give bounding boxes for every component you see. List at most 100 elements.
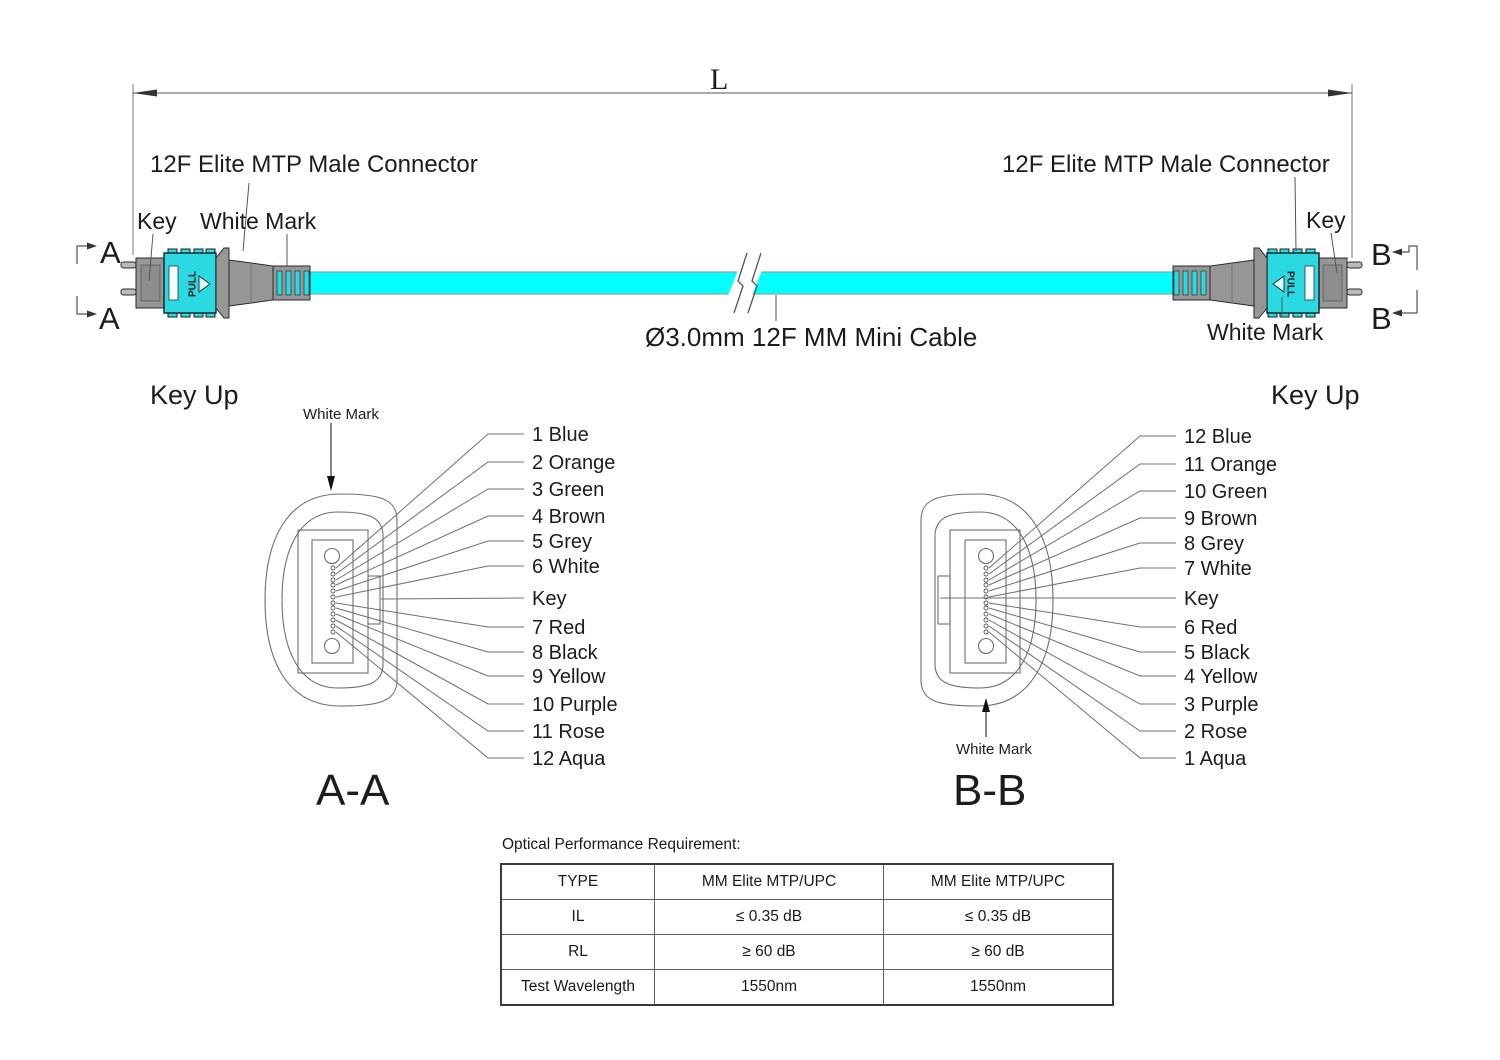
table-row-test-wavelength: Test Wavelength 1550nm 1550nm xyxy=(500,969,1114,1006)
flange xyxy=(215,247,230,319)
view-aa-caption: A-A xyxy=(316,766,390,815)
ridge-slot xyxy=(303,270,310,296)
face-outline-outer xyxy=(264,493,398,707)
pin-label-4: 4 Brown xyxy=(532,506,605,528)
fiber-dot xyxy=(330,600,336,606)
view-aa: Key Up White Mark xyxy=(150,380,618,815)
wavelength-value-1: 1550nm xyxy=(654,969,884,1006)
fiber-dot xyxy=(330,571,336,577)
pin-leader xyxy=(988,517,1176,586)
pin-label-5: 5 Black xyxy=(1184,642,1251,664)
row-label-test-wavelength: Test Wavelength xyxy=(500,969,655,1006)
key-up-label: Key Up xyxy=(1271,380,1360,410)
guide-pin xyxy=(120,288,137,296)
ridge-slot xyxy=(285,270,292,296)
key-leader xyxy=(380,597,525,600)
cable-label: Ø3.0mm 12F MM Mini Cable xyxy=(645,322,977,352)
view-bb: Key Up xyxy=(920,380,1360,815)
pin-label-7: 7 White xyxy=(1184,558,1252,580)
pin-label-6: 6 Red xyxy=(1184,617,1237,639)
pin-label-6: 6 White xyxy=(532,556,600,578)
pin-label-4: 4 Yellow xyxy=(1184,666,1258,688)
pull-text: PULL xyxy=(1284,271,1295,297)
table-title: Optical Performance Requirement: xyxy=(502,836,741,853)
ridge-slot xyxy=(294,270,301,296)
left-white-mark-label: White Mark xyxy=(200,208,317,234)
ferrule-inner xyxy=(140,264,161,302)
fiber-dot xyxy=(330,605,336,611)
guide-hole xyxy=(977,547,995,565)
ridge-slot xyxy=(1191,270,1198,296)
optical-performance-section: Optical Performance Requirement: TYPE MM… xyxy=(500,836,1114,1006)
pin-leader xyxy=(335,565,524,598)
row-label-rl: RL xyxy=(500,934,655,970)
view-bb-caption: B-B xyxy=(953,766,1026,815)
header-mm-elite-1: MM Elite MTP/UPC xyxy=(654,863,884,900)
pin-leader xyxy=(988,602,1176,628)
ferrule-face-rect xyxy=(311,539,354,664)
pin-leader xyxy=(335,631,524,759)
right-connector: PULL xyxy=(1172,247,1363,319)
fiber-dot xyxy=(983,588,989,594)
pin-label-1: 1 Blue xyxy=(532,424,589,446)
fiber-dot xyxy=(983,629,989,635)
pin-leader xyxy=(988,613,1176,677)
section-letter-a-bottom: A xyxy=(99,301,120,336)
fiber-dot xyxy=(983,582,989,588)
guide-hole xyxy=(323,637,341,655)
section-letter-a-top: A xyxy=(100,235,121,270)
housing-window xyxy=(168,265,179,301)
pin-label-3: 3 Green xyxy=(532,479,604,501)
section-arrow-a-bottom xyxy=(87,310,97,318)
pin-leader xyxy=(335,515,524,586)
fiber-dot xyxy=(983,623,989,629)
pin-leader xyxy=(988,567,1176,598)
fiber-dot xyxy=(983,611,989,617)
section-arrow-b-top xyxy=(1392,248,1402,256)
row-label-il: IL xyxy=(500,899,655,935)
dimension-label: L xyxy=(710,63,728,96)
fiber-dot xyxy=(983,617,989,623)
fiber-dot xyxy=(983,605,989,611)
key-slot xyxy=(937,575,951,625)
rl-value-2: ≥ 60 dB xyxy=(883,934,1114,970)
optical-performance-table: TYPE MM Elite MTP/UPC MM Elite MTP/UPC I… xyxy=(500,863,1114,1006)
cable-break-symbol xyxy=(727,252,763,314)
pin-leader xyxy=(335,602,524,628)
pull-text: PULL xyxy=(188,271,199,297)
table-row-il: IL ≤ 0.35 dB ≤ 0.35 dB xyxy=(500,899,1114,935)
right-key-label: Key xyxy=(1306,207,1346,233)
pin-leader xyxy=(335,607,524,653)
fiber-dot xyxy=(983,577,989,583)
housing-window xyxy=(1304,265,1315,301)
right-white-mark-label: White Mark xyxy=(1207,319,1324,345)
dimension-arrow-left xyxy=(133,89,157,97)
white-mark-label: White Mark xyxy=(956,741,1032,758)
top-leader-lines xyxy=(148,176,1338,321)
ferrule-inner xyxy=(1322,264,1343,302)
il-value-2: ≤ 0.35 dB xyxy=(883,899,1114,935)
pin-leader xyxy=(988,631,1176,759)
pin-leader xyxy=(988,619,1176,705)
pin-leader xyxy=(335,613,524,677)
section-markers xyxy=(76,242,1418,318)
fiber-dot xyxy=(330,588,336,594)
pull-arrow-icon xyxy=(198,275,211,293)
pin-label-11: 11 Rose xyxy=(532,721,605,743)
pin-label-10: 10 Green xyxy=(1184,481,1267,503)
fiber-dot xyxy=(330,623,336,629)
il-value-1: ≤ 0.35 dB xyxy=(654,899,884,935)
break-line-1 xyxy=(733,252,748,314)
face-outline-mid xyxy=(934,511,1037,689)
pin-leader xyxy=(988,463,1176,575)
pin-label-10: 10 Purple xyxy=(532,694,618,716)
pin-leader xyxy=(335,619,524,705)
white-mark-arrow-icon xyxy=(327,476,335,491)
key-label: Key xyxy=(532,588,566,610)
pin-leader xyxy=(988,435,1176,569)
ridge-slot xyxy=(1173,270,1180,296)
left-key-label: Key xyxy=(137,208,177,234)
fiber-dot xyxy=(330,594,336,600)
